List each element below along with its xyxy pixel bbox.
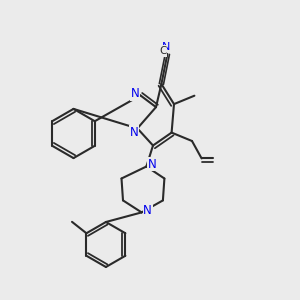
Text: C: C (159, 46, 167, 56)
Text: N: N (148, 158, 157, 171)
Text: N: N (143, 204, 152, 218)
Text: N: N (162, 42, 170, 52)
Text: N: N (130, 125, 139, 139)
Text: N: N (130, 87, 140, 101)
